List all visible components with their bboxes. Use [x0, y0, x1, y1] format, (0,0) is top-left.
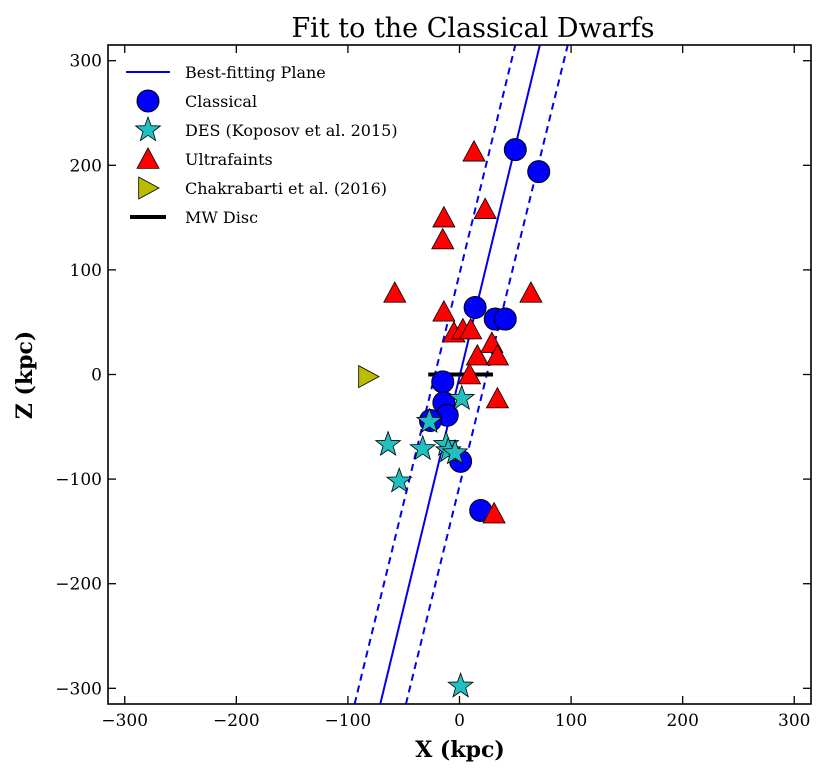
legend: Best-fitting Plane Classical DES (Koposov …: [126, 63, 398, 227]
ultrafaints-point-4: [383, 281, 407, 303]
y-tick-label: −200: [55, 575, 102, 595]
x-tick-label: −300: [101, 711, 148, 731]
x-tick-label: −100: [325, 711, 372, 731]
des-point-8: [447, 672, 475, 698]
x-tick-label: 200: [666, 711, 698, 731]
des-point-1: [415, 407, 443, 434]
des-point-0: [448, 384, 476, 411]
classical-point-5: [431, 370, 455, 394]
y-tick-label: −300: [55, 679, 102, 699]
ultrafaints-point-2: [432, 205, 456, 228]
y-tick-label: −100: [55, 470, 102, 490]
classical-point-2: [463, 296, 487, 320]
ultrafaints-point-15: [482, 501, 506, 524]
x-tick-label: 100: [555, 711, 587, 731]
des-point-7: [385, 467, 413, 493]
ultrafaints-point-1: [473, 197, 497, 219]
x-tick-label: 300: [778, 711, 810, 731]
y-tick-label: 300: [70, 52, 102, 72]
des-point-3: [409, 434, 437, 461]
legend-symbol-ultrafaints: [136, 147, 160, 169]
y-tick-label: 0: [91, 366, 102, 386]
y-tick-label: 200: [70, 156, 102, 176]
ultrafaints-point-3: [431, 227, 455, 250]
ultrafaints-point-6: [432, 299, 456, 322]
legend-label-plane: Best-fitting Plane: [185, 63, 326, 82]
x-tick-label: 0: [454, 711, 465, 731]
legend-symbol-classical: [136, 89, 160, 113]
x-axis-title: X (kpc): [415, 737, 505, 763]
plot-marks: [353, 45, 569, 704]
ultrafaints-point-0: [462, 139, 486, 162]
ultrafaints-point-10: [465, 343, 490, 366]
legend-label-disc: MW Disc: [185, 208, 258, 227]
classical-point-1: [527, 160, 551, 184]
y-tick-label: 100: [70, 261, 102, 281]
legend-symbol-des: [134, 115, 162, 142]
x-tick-label: −200: [213, 711, 260, 731]
legend-label-des: DES (Koposov et al. 2015): [185, 121, 398, 140]
y-axis-title: Z (kpc): [12, 331, 38, 420]
classical-point-0: [503, 138, 527, 162]
ultrafaints-point-5: [519, 281, 543, 303]
legend-label-chakrabarti: Chakrabarti et al. (2016): [185, 179, 387, 198]
des-point-2: [374, 430, 402, 457]
des-point-6: [441, 438, 469, 465]
legend-label-ultrafaints: Ultrafaints: [185, 150, 273, 169]
ultrafaints-point-14: [485, 386, 510, 409]
legend-symbol-chakrabarti: [138, 176, 160, 200]
legend-label-classical: Classical: [185, 92, 257, 111]
chart-title: Fit to the Classical Dwarfs: [291, 13, 654, 44]
classical-point-4: [493, 307, 517, 331]
ultrafaints-point-12: [485, 343, 510, 366]
ultrafaints-point-13: [457, 362, 482, 385]
chakrabarti-point-0: [358, 364, 380, 389]
ultrafaints-point-9: [458, 317, 483, 340]
axis-ticks: −300 −200 −100 0 100 200 300 −300 −200 −100 0 100 20…: [55, 45, 811, 731]
